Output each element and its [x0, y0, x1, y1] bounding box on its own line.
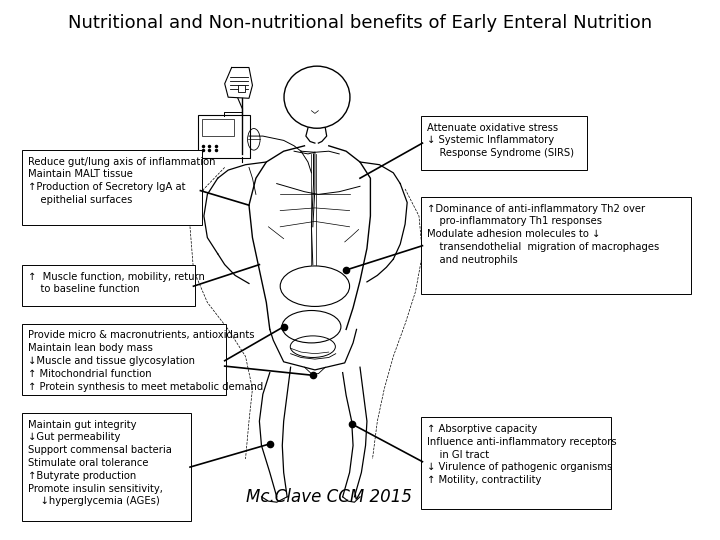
- FancyBboxPatch shape: [202, 119, 235, 136]
- Text: ↑Dominance of anti-inflammatory Th2 over
    pro-inflammatory Th1 responses
Modu: ↑Dominance of anti-inflammatory Th2 over…: [427, 204, 660, 265]
- Text: Nutritional and Non-nutritional benefits of Early Enteral Nutrition: Nutritional and Non-nutritional benefits…: [68, 14, 652, 31]
- FancyBboxPatch shape: [197, 115, 251, 158]
- Polygon shape: [225, 68, 253, 98]
- FancyBboxPatch shape: [22, 265, 195, 306]
- FancyBboxPatch shape: [421, 197, 691, 294]
- FancyBboxPatch shape: [421, 417, 611, 509]
- FancyBboxPatch shape: [22, 150, 202, 225]
- FancyBboxPatch shape: [421, 116, 587, 170]
- FancyBboxPatch shape: [22, 324, 226, 395]
- Text: Mc.Clave CCM 2015: Mc.Clave CCM 2015: [246, 488, 412, 506]
- Text: Attenuate oxidative stress
↓ Systemic Inflammatory
    Response Syndrome (SIRS): Attenuate oxidative stress ↓ Systemic In…: [427, 123, 575, 158]
- Text: Maintain gut integrity
↓Gut permeability
Support commensal bacteria
Stimulate or: Maintain gut integrity ↓Gut permeability…: [28, 420, 172, 507]
- Text: Provide micro & macronutrients, antioxidants
Maintain lean body mass
↓Muscle and: Provide micro & macronutrients, antioxid…: [28, 330, 264, 392]
- FancyBboxPatch shape: [22, 413, 192, 521]
- Text: ↑  Muscle function, mobility, return
    to baseline function: ↑ Muscle function, mobility, return to b…: [28, 272, 205, 294]
- Text: ↑ Absorptive capacity
Influence anti-inflammatory receptors
    in GI tract
↓ Vi: ↑ Absorptive capacity Influence anti-inf…: [427, 424, 617, 485]
- Text: Reduce gut/lung axis of inflammation
Maintain MALT tissue
↑Production of Secreto: Reduce gut/lung axis of inflammation Mai…: [28, 157, 216, 205]
- FancyBboxPatch shape: [238, 85, 245, 92]
